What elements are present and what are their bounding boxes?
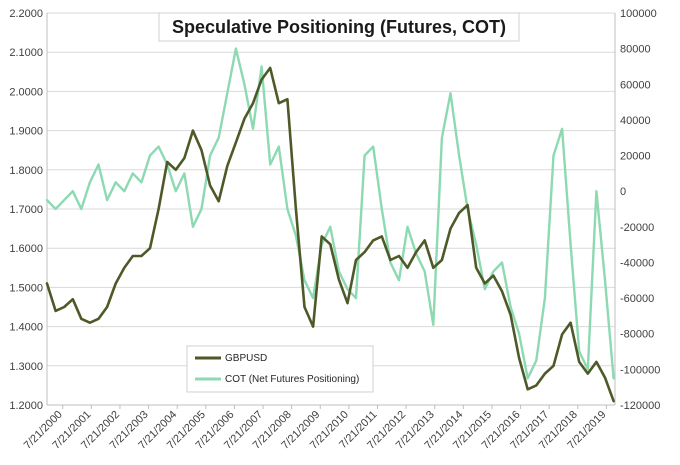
y-left-tick-label: 1.8000 <box>9 165 43 177</box>
y-right-tick-label: -60000 <box>620 293 654 305</box>
y-left-tick-label: 2.1000 <box>9 47 43 59</box>
y-left-tick-label: 2.2000 <box>9 8 43 20</box>
y-right-tick-label: -120000 <box>620 400 660 412</box>
y-right-tick-label: 100000 <box>620 8 657 20</box>
y-left-tick-label: 1.2000 <box>9 400 43 412</box>
y-right-tick-label: -40000 <box>620 257 654 269</box>
y-left-tick-label: 1.6000 <box>9 243 43 255</box>
legend-label-gbpusd: GBPUSD <box>225 353 267 364</box>
y-left-tick-label: 1.3000 <box>9 361 43 373</box>
y-right-tick-label: 40000 <box>620 115 651 127</box>
y-right-tick-label: -100000 <box>620 364 660 376</box>
y-left-tick-label: 1.9000 <box>9 126 43 138</box>
y-right-tick-label: -80000 <box>620 329 654 341</box>
y-right-tick-label: 60000 <box>620 79 651 91</box>
y-right-tick-label: 0 <box>620 186 626 198</box>
series-line-cot <box>45 47 615 380</box>
y-right-tick-label: -20000 <box>620 222 654 234</box>
y-left-tick-label: 1.4000 <box>9 322 43 334</box>
y-right-tick-label: 80000 <box>620 44 651 56</box>
y-left-tick-label: 1.5000 <box>9 282 43 294</box>
y-left-tick-label: 1.7000 <box>9 204 43 216</box>
series-line-gbpusd <box>45 66 615 403</box>
chart-title: Speculative Positioning (Futures, COT) <box>172 17 506 37</box>
y-right-tick-label: 20000 <box>620 151 651 163</box>
legend-label-cot: COT (Net Futures Positioning) <box>225 374 359 385</box>
y-left-tick-label: 2.0000 <box>9 86 43 98</box>
chart-title-group: Speculative Positioning (Futures, COT) <box>158 12 520 42</box>
chart-title-box <box>158 12 520 42</box>
legend: GBPUSD COT (Net Futures Positioning) <box>186 345 374 393</box>
legend-box <box>186 345 374 393</box>
series-lines <box>45 47 615 403</box>
